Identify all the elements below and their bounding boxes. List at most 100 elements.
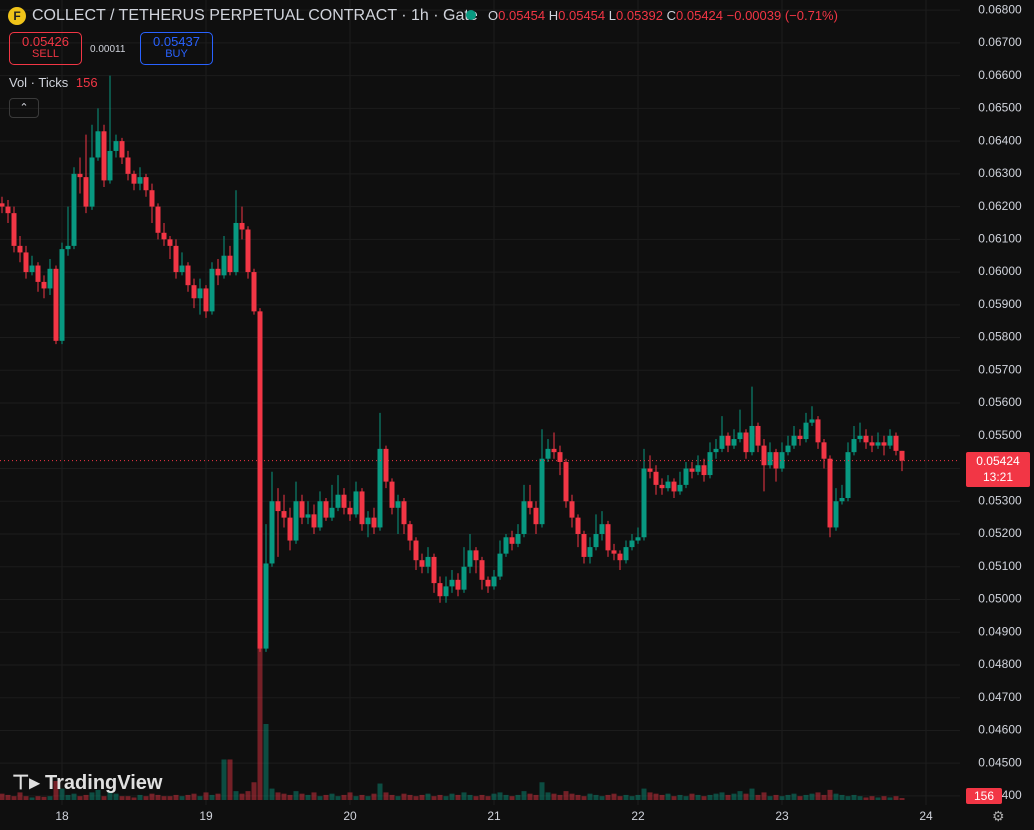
candle-body — [539, 458, 545, 525]
candle-body — [47, 268, 53, 289]
volume-bar — [257, 648, 263, 800]
volume-bar — [623, 794, 629, 800]
volume-bar — [551, 793, 557, 800]
volume-bar — [767, 796, 773, 800]
volume-bar — [107, 791, 113, 800]
candle-body — [563, 461, 569, 502]
volume-bar — [833, 793, 839, 800]
volume-bar — [341, 794, 347, 800]
candle-body — [725, 435, 731, 446]
candle-body — [683, 468, 689, 485]
candle-body — [245, 229, 251, 273]
candle-body — [635, 537, 641, 541]
candle-body — [401, 501, 407, 525]
settings-button[interactable]: ⚙ — [992, 808, 1005, 824]
candle-body — [65, 245, 71, 250]
volume-bar — [329, 793, 335, 800]
candle-body — [797, 435, 803, 440]
volume-bar — [617, 796, 623, 800]
candle-body — [779, 452, 785, 469]
candle-body — [155, 206, 161, 233]
candle-body — [617, 553, 623, 561]
volume-bar — [755, 794, 761, 800]
ohlc-value: 0.05392 — [616, 8, 663, 23]
candle-body — [461, 566, 467, 590]
candle-body — [17, 245, 23, 253]
candle-body — [485, 579, 491, 587]
candle-body — [497, 553, 503, 577]
collapse-button[interactable]: ⌃ — [9, 98, 39, 118]
y-tick-label: 0.05500 — [978, 428, 1022, 442]
candle-body — [329, 507, 335, 518]
volume-bar — [143, 796, 149, 800]
volume-bar — [545, 792, 551, 800]
candle-body — [575, 517, 581, 534]
candle-body — [791, 435, 797, 446]
symbol-title[interactable]: COLLECT / TETHERUS PERPETUAL CONTRACT · … — [32, 7, 478, 24]
candle-body — [473, 550, 479, 561]
volume-bar — [251, 782, 257, 800]
candle-body — [899, 450, 905, 461]
volume-bar — [737, 791, 743, 800]
candle-body — [803, 422, 809, 440]
candle-body — [737, 432, 743, 440]
sell-button[interactable]: 0.05426 SELL — [9, 32, 82, 65]
candle-body — [437, 583, 443, 597]
candle-body — [29, 265, 35, 273]
volume-bar — [443, 796, 449, 800]
volume-bar — [473, 796, 479, 800]
candle-body — [449, 579, 455, 587]
volume-bar — [371, 793, 377, 800]
volume-bar — [125, 796, 131, 800]
candle-body — [137, 177, 143, 184]
volume-bar — [239, 793, 245, 800]
volume-bar — [665, 793, 671, 800]
volume-bar — [11, 796, 17, 800]
indicator-name[interactable]: Vol · Ticks — [9, 75, 69, 90]
volume-bar — [713, 793, 719, 800]
volume-bar — [113, 793, 119, 800]
candle-body — [749, 425, 755, 453]
candle-body — [695, 465, 701, 472]
volume-bar — [275, 792, 281, 800]
y-tick-label: 0.05900 — [978, 297, 1022, 311]
candle-body — [455, 579, 461, 590]
candle-body — [395, 501, 401, 508]
candle-body — [857, 435, 863, 440]
volume-bar — [887, 797, 893, 800]
y-tick-label: 0.06500 — [978, 101, 1022, 115]
volume-bar — [35, 796, 41, 800]
candle-body — [419, 560, 425, 567]
candle-body — [251, 272, 257, 312]
volume-bar — [95, 789, 101, 800]
volume-bar — [149, 793, 155, 800]
candle-body — [119, 141, 125, 158]
candle-body — [809, 419, 815, 423]
candle-body — [143, 177, 149, 191]
volume-bar — [761, 792, 767, 800]
candle-body — [59, 249, 65, 341]
candle-body — [533, 507, 539, 525]
y-tick-label: 0.06700 — [978, 35, 1022, 49]
volume-bar — [161, 796, 167, 800]
volume-bar — [803, 794, 809, 800]
candle-body — [179, 265, 185, 273]
volume-bar — [227, 759, 233, 800]
volume-bar — [791, 793, 797, 800]
candle-body — [311, 514, 317, 528]
indicator-value: 156 — [75, 75, 98, 90]
candle-body — [89, 157, 95, 207]
volume-bar — [185, 794, 191, 800]
candle-body — [863, 435, 869, 443]
volume-bar — [305, 794, 311, 800]
volume-bar — [821, 794, 827, 800]
candle-body — [833, 501, 839, 528]
candle-body — [599, 524, 605, 534]
candle-body — [341, 494, 347, 508]
candle-body — [503, 537, 509, 554]
volume-bar — [563, 791, 569, 800]
buy-button[interactable]: 0.05437 BUY — [140, 32, 213, 65]
candle-body — [665, 481, 671, 489]
x-tick-label: 19 — [199, 809, 213, 823]
